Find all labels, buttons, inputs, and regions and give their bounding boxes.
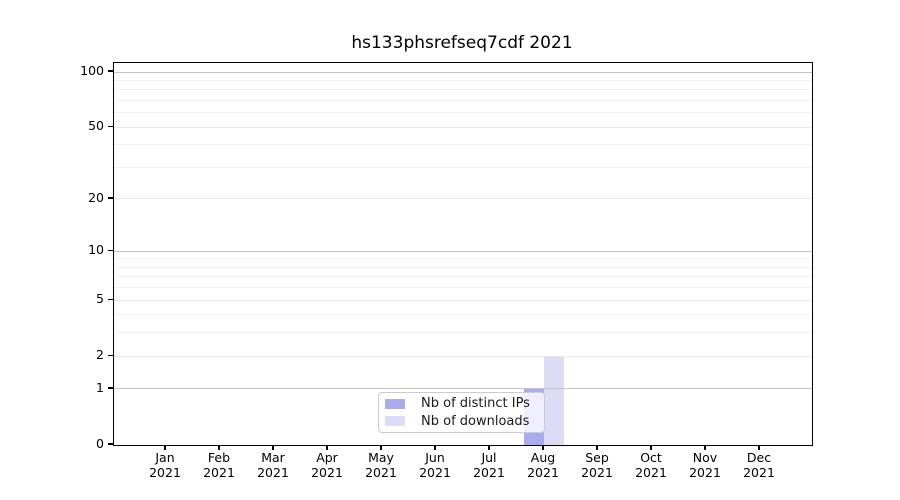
y-gridline	[114, 126, 812, 128]
y-tick-label: 20	[88, 189, 104, 205]
y-tick-label: 10	[88, 242, 104, 258]
x-axis-tick	[272, 445, 274, 450]
y-gridline	[114, 167, 812, 168]
x-axis-tick	[650, 445, 652, 450]
x-tick-label: Mar 2021	[257, 450, 289, 480]
x-axis-tick	[380, 445, 382, 450]
downloads-swatch	[385, 415, 405, 427]
x-axis-tick	[758, 445, 760, 450]
legend-row-distinct-ips: Nb of distinct IPs	[385, 395, 538, 412]
y-gridline	[114, 299, 812, 301]
y-gridline	[114, 100, 812, 102]
x-tick-label: Jan 2021	[149, 450, 181, 480]
x-tick-label: Oct 2021	[635, 450, 667, 480]
y-gridline	[114, 388, 812, 390]
x-tick-label: Nov 2021	[689, 450, 721, 480]
y-gridline	[114, 79, 812, 81]
x-tick-label: Aug 2021	[527, 450, 559, 480]
y-tick-label: 5	[96, 291, 104, 307]
x-tick-label: Feb 2021	[203, 450, 235, 480]
y-tick-label: 100	[80, 63, 104, 79]
x-tick-label: Apr 2021	[311, 450, 343, 480]
x-tick-label: Sep 2021	[581, 450, 613, 480]
y-gridline	[114, 276, 812, 278]
distinct-ips-swatch	[385, 398, 405, 410]
y-axis-tick	[108, 70, 113, 72]
y-tick-label: 0	[96, 436, 104, 451]
x-tick-label: Jun 2021	[419, 450, 451, 480]
y-axis-tick	[108, 298, 113, 300]
x-axis-tick	[704, 445, 706, 450]
x-axis-tick	[596, 445, 598, 450]
y-axis-tick	[108, 197, 113, 199]
legend: Nb of distinct IPs Nb of downloads	[378, 392, 545, 433]
y-gridline	[114, 71, 812, 73]
y-axis-tick	[108, 354, 113, 356]
y-gridline	[114, 332, 812, 334]
x-axis-tick	[488, 445, 490, 450]
y-tick-label: 1	[96, 379, 104, 395]
y-tick-label: 50	[88, 118, 104, 134]
y-tick-label: 2	[96, 347, 104, 363]
y-gridline	[114, 250, 812, 252]
y-axis-tick	[108, 249, 113, 251]
y-axis-tick	[108, 443, 113, 445]
legend-label-downloads: Nb of downloads	[421, 413, 530, 429]
x-axis-tick	[434, 445, 436, 450]
x-axis-tick	[164, 445, 166, 450]
x-tick-label: May 2021	[365, 450, 397, 480]
y-gridline	[114, 198, 812, 200]
y-gridline	[114, 258, 812, 260]
y-gridline	[114, 89, 812, 91]
x-axis-tick	[326, 445, 328, 450]
y-gridline	[114, 314, 812, 316]
y-gridline	[114, 112, 812, 114]
y-gridline	[114, 287, 812, 289]
legend-label-distinct-ips: Nb of distinct IPs	[421, 396, 530, 412]
plot-area	[113, 62, 813, 446]
y-axis-tick	[108, 387, 113, 389]
y-gridline	[114, 144, 812, 146]
y-gridline	[114, 355, 812, 357]
x-axis-tick	[218, 445, 220, 450]
x-axis-tick	[542, 445, 544, 450]
legend-row-downloads: Nb of downloads	[385, 413, 538, 430]
y-gridline	[114, 266, 812, 268]
bar-downloads	[544, 356, 564, 445]
chart-title: hs133phsrefseq7cdf 2021	[351, 33, 573, 53]
x-tick-label: Dec 2021	[743, 450, 775, 480]
x-tick-label: Jul 2021	[473, 450, 505, 480]
y-axis-tick	[108, 125, 113, 127]
